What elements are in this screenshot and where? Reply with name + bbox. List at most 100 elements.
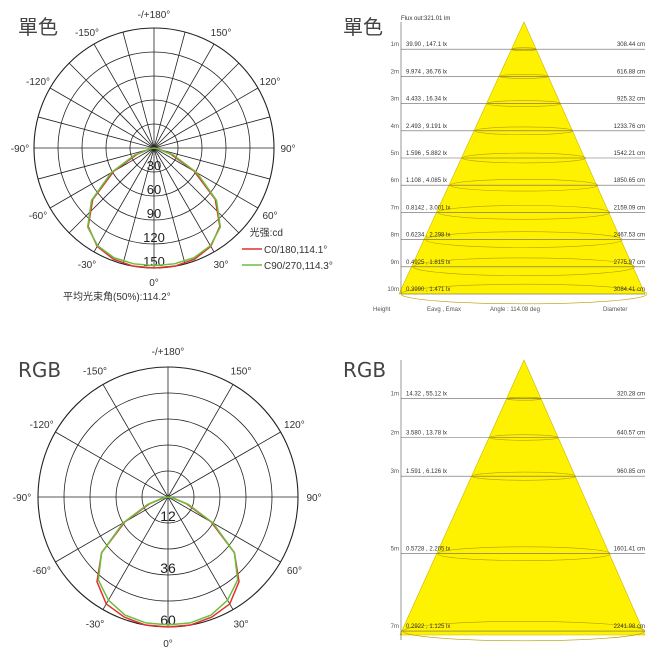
polar-spoke (37, 116, 155, 149)
rgb-polar-panel: RGB -/+180°150°-150°120°-120°90°-90°60°-… (13, 347, 322, 650)
beam-cone-shape (399, 359, 646, 636)
polar-spoke (153, 116, 271, 149)
beam-ellipse (437, 546, 611, 561)
beam-height-label: 1m (391, 42, 399, 48)
beam-value-label: 0.5728 , 2.205 lx (406, 547, 450, 553)
rgb-beam-rows: 1m 14.32 , 55.12 lx 320.28 cm 2m 3.580 , 13.… (391, 392, 646, 642)
polar-spoke (167, 384, 234, 498)
mono-beam-footer: Height Eavg , Emax Angle : 114.08 deg Di… (373, 307, 627, 313)
polar-angle-label: -/+180° (152, 347, 185, 358)
polar-spoke (167, 431, 281, 498)
beam-ellipse (402, 621, 646, 642)
beam-height-label: 1m (391, 392, 399, 398)
rgb-polar-grid (37, 366, 299, 628)
polar-spoke (122, 31, 155, 149)
polar-spoke (93, 147, 155, 253)
polar-spoke (153, 147, 259, 209)
beam-diameter-label: 1601.41 cm (614, 547, 645, 553)
beam-ellipse (486, 100, 562, 107)
beam-diameter-label: 320.28 cm (617, 392, 645, 398)
beam-ellipse (511, 47, 537, 52)
beam-value-label: 1.591 , 6.126 lx (406, 469, 447, 475)
polar-angle-label: 30° (213, 260, 228, 271)
rgb-polar-radial-labels: 12 36 60 (160, 508, 176, 628)
polar-angle-label: 120° (284, 420, 305, 431)
polar-spoke (167, 496, 281, 563)
polar-angle-label: -30° (86, 619, 104, 630)
polar-angle-label: 60° (262, 211, 277, 222)
polar-spoke (93, 43, 155, 149)
beam-value-label: 0.8142 , 3.001 lx (406, 205, 450, 211)
beam-value-label: 9.974 , 36.76 lx (406, 69, 447, 75)
beam-diameter-label: 1850.65 cm (614, 178, 645, 184)
polar-spoke (122, 147, 155, 265)
footer-values: Eavg , Emax (427, 307, 461, 313)
beam-height-label: 4m (391, 124, 399, 130)
polar-angle-label: -120° (26, 77, 50, 88)
polar-angle-label: 150° (231, 367, 252, 378)
polar-angle-label: -30° (78, 260, 96, 271)
polar-series-1 (86, 147, 222, 267)
beam-value-label: 0.3990 , 1.471 lx (406, 287, 450, 293)
polar-angle-label: 90° (306, 493, 321, 504)
polar-spoke (153, 147, 215, 253)
beam-height-label: 3m (391, 97, 399, 103)
polar-angle-label: -150° (75, 28, 99, 39)
mono-flux: Flux out:321.01 lm (401, 16, 450, 22)
beam-diameter-label: 1542.21 cm (614, 151, 645, 157)
beam-height-label: 8m (391, 233, 399, 239)
polar-angle-label: -90° (13, 493, 31, 504)
beam-value-label: 1.108 , 4.085 lx (406, 178, 447, 184)
mono-beam-panel: 單色 Flux out:321.01 lm 1m 39.90 , 147.1 lx… (343, 15, 647, 313)
beam-diameter-label: 2241.98 cm (614, 624, 645, 630)
polar-spoke (102, 496, 169, 610)
beam-value-label: 2.493 , 9.191 lx (406, 124, 447, 130)
polar-spoke (153, 147, 271, 180)
beam-diameter-label: 640.57 cm (617, 431, 645, 437)
beam-value-label: 0.2922 , 1.125 lx (406, 624, 450, 630)
polar-spoke (153, 62, 240, 149)
beam-value-label: 14.32 , 55.12 lx (406, 392, 447, 398)
polar-spoke (37, 147, 155, 180)
polar-radial-label: 36 (160, 560, 176, 576)
beam-height-label: 2m (391, 69, 399, 75)
polar-angle-label: -60° (29, 211, 47, 222)
polar-angle-label: 120° (260, 77, 281, 88)
polar-angle-label: -120° (30, 420, 54, 431)
polar-spoke (68, 62, 155, 149)
beam-ellipse (489, 434, 559, 441)
beam-ellipse (449, 179, 599, 192)
beam-ellipse (499, 74, 549, 79)
polar-angle-label: 0° (149, 278, 159, 289)
polar-series-1 (97, 496, 239, 626)
beam-diameter-label: 3084.41 cm (614, 287, 645, 293)
beam-diameter-label: 2467.53 cm (614, 233, 645, 239)
beam-ellipse (400, 283, 647, 305)
polar-angle-label: 150° (211, 28, 232, 39)
polar-angle-label: 0° (163, 639, 173, 650)
beam-ellipse (412, 257, 635, 276)
beam-ellipse (506, 396, 542, 401)
beam-height-label: 5m (391, 547, 399, 553)
mono-polar-grid (33, 27, 275, 269)
polar-spoke (153, 87, 259, 149)
polar-angle-label: 30° (233, 619, 248, 630)
mono-beam-title: 單色 (343, 15, 383, 39)
beam-value-label: 0.4925 , 1.815 lx (406, 260, 450, 266)
mono-beam-angle: 平均光束角(50%):114.2° (63, 290, 171, 303)
beam-height-label: 7m (391, 624, 399, 630)
polar-radial-label: 12 (160, 508, 176, 524)
mono-polar-title: 單色 (18, 15, 58, 39)
footer-diameter: Diameter (603, 307, 627, 313)
rgb-polar-angle-labels: -/+180°150°-150°120°-120°90°-90°60°-60°3… (13, 347, 322, 650)
beam-diameter-label: 960.85 cm (617, 469, 645, 475)
polar-angle-label: 60° (287, 566, 302, 577)
polar-spoke (49, 87, 155, 149)
polar-radial-label: 120 (143, 230, 165, 245)
polar-spoke (167, 496, 234, 610)
polar-spoke (153, 147, 186, 265)
footer-angle: Angle : 114.08 deg (490, 307, 540, 313)
polar-angle-label: -150° (83, 367, 107, 378)
beam-height-label: 6m (391, 178, 399, 184)
beam-value-label: 4.433 , 16.34 lx (406, 97, 447, 103)
